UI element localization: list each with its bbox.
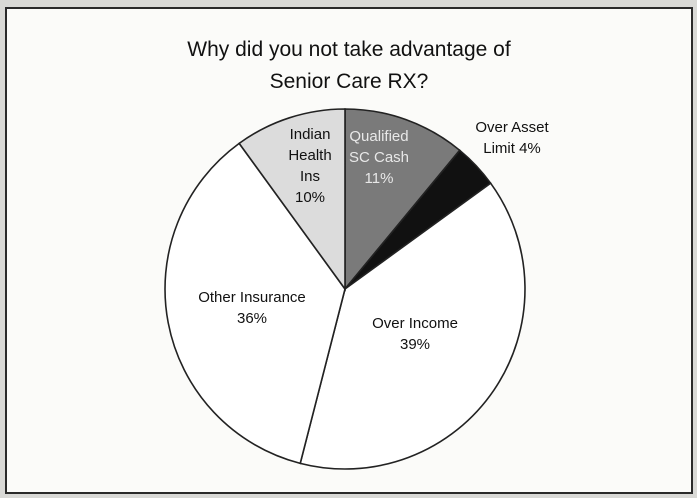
slice-label-line: Over Asset [475, 119, 549, 136]
pie-chart: Why did you not take advantage of Senior … [164, 38, 550, 470]
pie-slices [164, 108, 526, 470]
slice-label-line: Health [288, 147, 331, 164]
slice-labels: Qualified SC Cash 11%Over Asset Limit 4%Ove… [198, 119, 549, 353]
pie-slice-4 [238, 108, 346, 292]
chart-title: Why did you not take advantage of Senior … [187, 38, 511, 93]
slice-label-line: Indian [290, 126, 331, 143]
slice-label-4: Indian Health Ins 10% [288, 126, 331, 206]
slice-label-line: SC Cash [349, 149, 409, 166]
chart-frame: Why did you not take advantage of Senior … [5, 7, 693, 494]
slice-label-0: Qualified SC Cash 11% [349, 128, 409, 187]
slice-label-line: 10% [295, 189, 325, 206]
pie-slice-0 [344, 108, 461, 292]
pie-slice-2 [299, 182, 526, 470]
slice-label-line: Other Insurance [198, 289, 306, 306]
chart-title-line: Why did you not take advantage of [187, 38, 511, 61]
slice-label-line: 11% [365, 170, 394, 187]
pie-slice-3 [164, 142, 346, 465]
slice-label-line: 39% [400, 336, 430, 353]
slice-label-line: Limit 4% [483, 140, 541, 157]
slice-label-1: Over Asset Limit 4% [475, 119, 549, 157]
slice-label-line: 36% [237, 310, 267, 327]
slice-label-line: Ins [300, 168, 320, 185]
slice-label-line: Qualified [349, 128, 408, 145]
chart-title-line: Senior Care RX? [270, 70, 429, 93]
slice-label-3: Other Insurance 36% [198, 289, 306, 327]
slice-label-line: Over Income [372, 315, 458, 332]
slice-label-2: Over Income 39% [372, 315, 458, 353]
